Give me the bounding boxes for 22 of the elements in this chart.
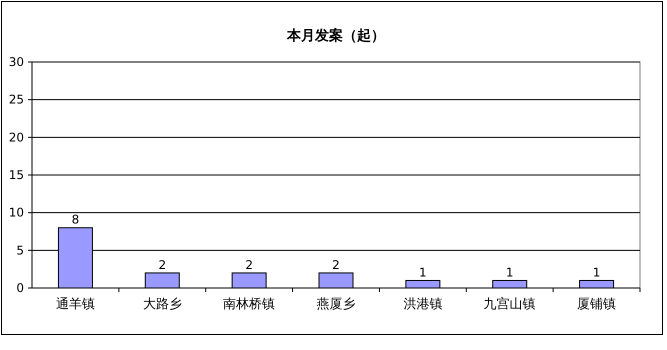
y-tick-label: 25 xyxy=(8,92,24,107)
chart-title: 本月发案（起） xyxy=(286,27,385,44)
data-label: 2 xyxy=(158,258,166,272)
x-tick-label: 通羊镇 xyxy=(56,297,95,312)
data-label: 1 xyxy=(592,265,600,280)
data-label: 1 xyxy=(419,265,427,280)
x-tick-label: 南林桥镇 xyxy=(223,297,276,312)
x-tick-label: 大路乡 xyxy=(142,297,182,312)
x-tick-label: 九宫山镇 xyxy=(484,296,536,312)
y-tick-label: 10 xyxy=(8,206,24,220)
y-tick-label: 0 xyxy=(16,281,24,295)
x-tick-label: 洪港镇 xyxy=(403,297,442,312)
data-label: 2 xyxy=(245,258,253,272)
y-tick-label: 15 xyxy=(8,168,24,182)
data-label: 2 xyxy=(332,258,340,272)
y-tick-label: 30 xyxy=(8,55,24,69)
y-tick-label: 20 xyxy=(8,130,24,144)
x-tick-label: 厦铺镇 xyxy=(577,297,616,312)
data-label: 1 xyxy=(506,265,514,280)
x-tick-label: 燕厦乡 xyxy=(316,297,356,312)
data-label: 8 xyxy=(72,212,80,227)
y-tick-label: 5 xyxy=(16,243,24,258)
